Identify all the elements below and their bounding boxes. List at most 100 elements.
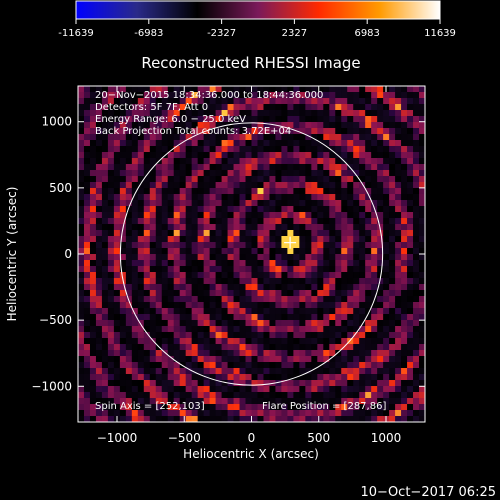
heatmap-cell xyxy=(167,254,175,261)
heatmap-cell xyxy=(137,302,145,309)
heatmap-cell xyxy=(149,374,157,381)
heatmap-cell xyxy=(293,242,300,249)
heatmap-cell xyxy=(323,386,330,393)
heatmap-cell xyxy=(197,296,205,303)
heatmap-cell xyxy=(173,104,181,111)
heatmap-cell xyxy=(245,242,252,249)
heatmap-cell xyxy=(389,266,396,273)
heatmap-cell xyxy=(137,182,145,189)
heatmap-cell xyxy=(209,278,216,285)
heatmap-cell xyxy=(209,134,216,141)
heatmap-cell xyxy=(233,416,240,422)
heatmap-cell xyxy=(191,158,199,165)
heatmap-cell xyxy=(143,236,151,243)
heatmap-cell xyxy=(137,416,145,422)
heatmap-cell xyxy=(263,338,270,345)
heatmap-cell xyxy=(155,110,163,117)
heatmap-cell xyxy=(317,176,324,183)
heatmap-cell xyxy=(263,242,270,249)
heatmap-cell xyxy=(143,86,151,93)
heatmap-cell xyxy=(353,134,360,141)
heatmap-cell xyxy=(395,392,402,399)
heatmap-cell xyxy=(365,332,372,339)
heatmap-cell xyxy=(131,134,139,141)
heatmap-cell xyxy=(407,308,414,315)
heatmap-cell xyxy=(419,410,425,417)
heatmap-cell xyxy=(419,224,425,231)
heatmap-cell xyxy=(167,230,175,237)
heatmap-cell xyxy=(161,188,169,195)
heatmap-cell xyxy=(167,206,175,213)
heatmap-cell xyxy=(203,260,211,267)
heatmap-cell xyxy=(197,314,205,321)
heatmap-cell xyxy=(78,164,85,171)
heatmap-cell xyxy=(113,224,121,231)
heatmap-cell xyxy=(101,188,109,195)
heatmap-cell xyxy=(233,266,240,273)
heatmap-cell xyxy=(317,308,324,315)
heatmap-cell xyxy=(191,170,199,177)
heatmap-cell xyxy=(287,146,294,153)
heatmap-cell xyxy=(353,272,360,279)
heatmap-cell xyxy=(275,266,282,273)
heatmap-cell xyxy=(383,182,390,189)
heatmap-cell xyxy=(269,260,276,267)
heatmap-cell xyxy=(281,86,288,93)
heatmap-cell xyxy=(125,146,133,153)
heatmap-cell xyxy=(287,224,294,231)
heatmap-cell xyxy=(83,296,91,303)
heatmap-cell xyxy=(137,386,145,393)
heatmap-cell xyxy=(257,212,264,219)
heatmap-cell xyxy=(275,404,282,411)
heatmap-cell xyxy=(125,218,133,225)
heatmap-cell xyxy=(317,344,324,351)
heatmap-cell xyxy=(149,176,157,183)
heatmap-cell xyxy=(155,224,163,231)
heatmap-cell xyxy=(89,182,97,189)
heatmap-cell xyxy=(107,392,115,399)
heatmap-cell xyxy=(233,254,240,261)
heatmap-cell xyxy=(245,368,252,375)
heatmap-cell xyxy=(78,302,85,309)
heatmap-cell xyxy=(269,152,276,159)
heatmap-cell xyxy=(281,368,288,375)
heatmap-cell xyxy=(359,374,366,381)
heatmap-cell xyxy=(329,158,336,165)
heatmap-cell xyxy=(359,410,366,417)
heatmap-cell xyxy=(149,284,157,291)
heatmap-cell xyxy=(113,254,121,261)
heatmap-cell xyxy=(78,182,85,189)
heatmap-cell xyxy=(149,206,157,213)
heatmap-cell xyxy=(173,320,181,327)
heatmap-cell xyxy=(347,104,354,111)
heatmap-cell xyxy=(107,266,115,273)
heatmap-cell xyxy=(89,98,97,105)
heatmap-cell xyxy=(335,344,342,351)
heatmap-cell xyxy=(323,200,330,207)
heatmap-cell xyxy=(299,392,306,399)
heatmap-cell xyxy=(365,314,372,321)
heatmap-cell xyxy=(281,206,288,213)
heatmap-cell xyxy=(299,260,306,267)
heatmap-cell xyxy=(137,206,145,213)
heatmap-cell xyxy=(287,140,294,147)
heatmap-cell xyxy=(317,278,324,285)
heatmap-cell xyxy=(131,140,139,147)
heatmap-cell xyxy=(305,350,312,357)
heatmap-cell xyxy=(209,284,216,291)
heatmap-cell xyxy=(419,206,425,213)
heatmap-cell xyxy=(269,188,276,195)
heatmap-cell xyxy=(281,398,288,405)
heatmap-cell xyxy=(407,116,414,123)
heatmap-cell xyxy=(383,386,390,393)
heatmap-cell xyxy=(401,404,408,411)
heatmap-cell xyxy=(251,344,258,351)
heatmap-cell xyxy=(239,146,246,153)
heatmap-cell xyxy=(233,302,240,309)
heatmap-cell xyxy=(131,404,139,411)
heatmap-cell xyxy=(233,164,240,171)
heatmap-cell xyxy=(78,260,85,267)
heatmap-cell xyxy=(251,260,258,267)
heatmap-cell xyxy=(341,242,348,249)
heatmap-cell xyxy=(377,320,384,327)
